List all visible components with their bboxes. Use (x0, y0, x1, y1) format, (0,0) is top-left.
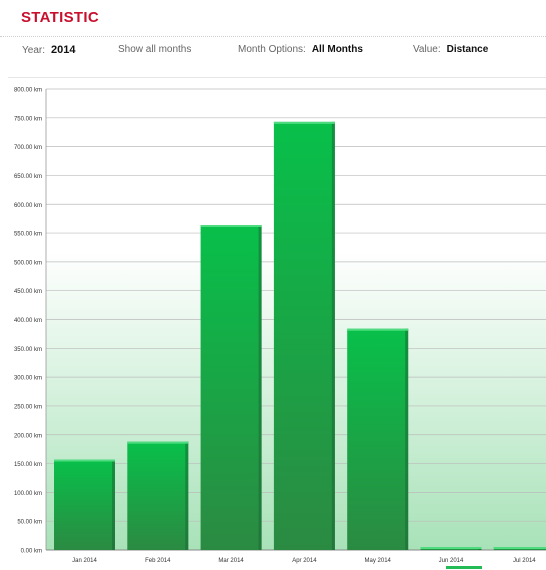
y-tick-label: 250.00 km (14, 404, 42, 410)
bar (200, 224, 262, 550)
x-tick-label: Feb 2014 (145, 558, 171, 564)
bar (347, 328, 409, 550)
bar-highlight (127, 441, 189, 444)
y-tick-label: 550.00 km (14, 232, 42, 238)
y-tick-label: 800.00 km (14, 88, 42, 94)
bar-shade (185, 441, 189, 550)
bar-highlight (273, 121, 335, 124)
y-tick-label: 300.00 km (14, 376, 42, 382)
x-tick-label: Apr 2014 (292, 558, 317, 564)
month-options-label: Month Options: (238, 44, 306, 55)
page-title: STATISTIC (21, 9, 99, 26)
bar-shade (331, 121, 335, 550)
year-value[interactable]: 2014 (50, 44, 76, 56)
y-tick-label: 150.00 km (14, 462, 42, 468)
y-tick-label: 650.00 km (14, 174, 42, 180)
value-value[interactable]: Distance (446, 44, 489, 55)
y-tick-label: 100.00 km (14, 491, 42, 497)
x-tick-label: Jan 2014 (72, 558, 97, 564)
bar-shade (112, 459, 115, 550)
bar-highlight (493, 547, 546, 549)
y-tick-label: 50.00 km (17, 520, 42, 526)
bar-highlight (347, 328, 409, 331)
value-selector[interactable]: Value: Distance (413, 44, 488, 55)
bar-highlight (54, 459, 115, 462)
bar (54, 459, 115, 550)
x-tick-label: Jun 2014 (439, 558, 464, 564)
y-tick-label: 700.00 km (14, 145, 42, 151)
bar-highlight (420, 547, 482, 549)
bar-shade (405, 328, 409, 550)
filter-bar: Year: 2014 Show all months Month Options:… (0, 36, 546, 61)
chart-scroll-thumb[interactable] (446, 566, 482, 569)
bar (127, 441, 189, 550)
y-tick-label: 500.00 km (14, 260, 42, 266)
y-tick-label: 200.00 km (14, 433, 42, 439)
year-label: Year: (22, 45, 45, 56)
month-options-value[interactable]: All Months (311, 44, 363, 55)
month-options-selector[interactable]: Month Options: All Months (238, 44, 363, 55)
y-tick-label: 750.00 km (14, 116, 42, 122)
x-tick-label: Mar 2014 (218, 558, 244, 564)
y-tick-label: 0.00 km (21, 549, 42, 555)
x-tick-label: May 2014 (365, 558, 392, 564)
bar-shade (258, 224, 262, 550)
y-tick-label: 350.00 km (14, 347, 42, 353)
y-tick-label: 600.00 km (14, 203, 42, 209)
bar (273, 121, 335, 550)
year-selector[interactable]: Year: 2014 (22, 44, 75, 56)
y-tick-label: 400.00 km (14, 318, 42, 324)
y-tick-label: 450.00 km (14, 289, 42, 295)
value-label: Value: (413, 44, 441, 55)
x-tick-label: Jul 2014 (513, 558, 536, 564)
header-divider (8, 77, 546, 78)
show-all-months-link[interactable]: Show all months (118, 44, 192, 55)
bar-highlight (200, 224, 262, 227)
